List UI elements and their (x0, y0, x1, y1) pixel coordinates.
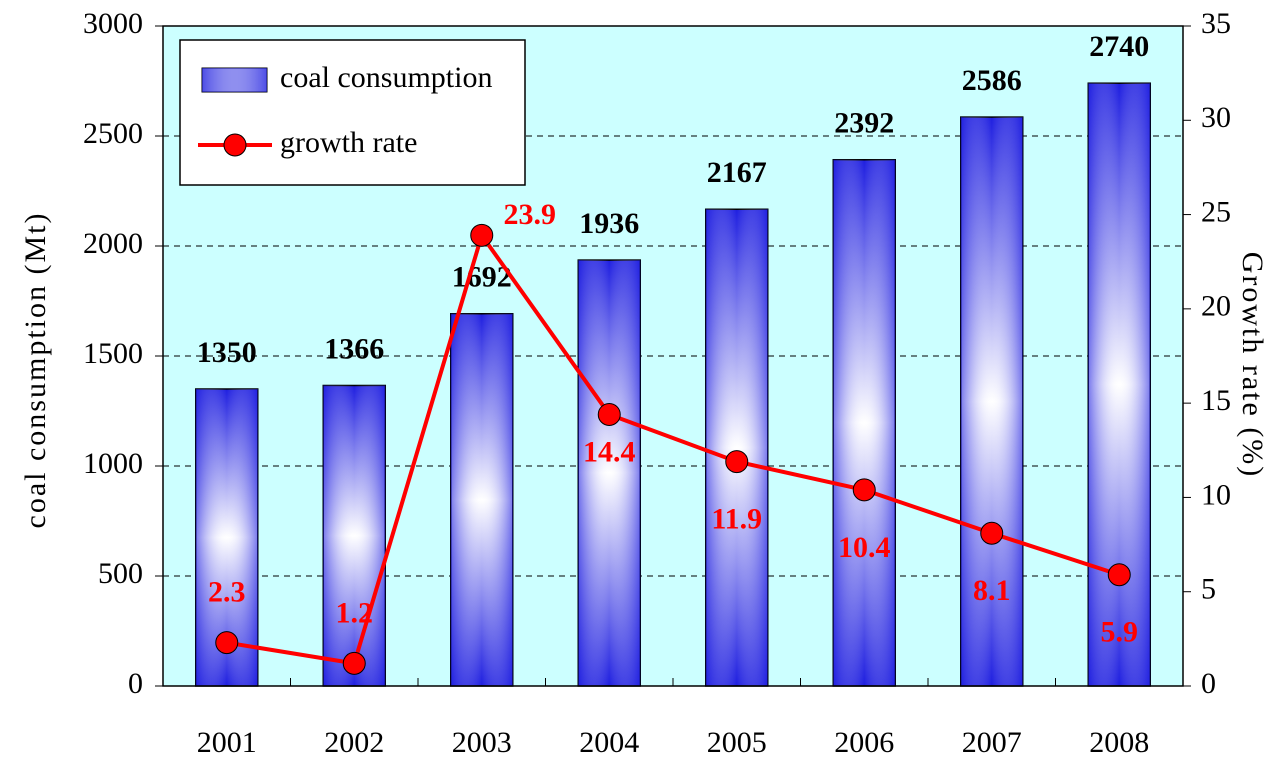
line (226, 230, 1120, 666)
bar-value-label: 1936 (579, 207, 639, 240)
line-value-label: 11.9 (711, 502, 762, 535)
y-tick-label: 0 (128, 667, 143, 700)
point (852, 478, 876, 502)
x-tick-label: 2005 (707, 726, 767, 759)
y-tick-label: 2500 (83, 117, 143, 150)
legend-swatch-fill (202, 68, 267, 92)
x-tick-label: 2003 (452, 726, 512, 759)
y2-tick-label: 15 (1201, 384, 1231, 417)
x-tick-label: 2004 (579, 726, 639, 759)
y-tick-label: 3000 (83, 7, 143, 40)
x-tick-label: 2002 (324, 726, 384, 759)
legend-label: growth rate (280, 126, 417, 159)
bar-value-label: 2586 (962, 64, 1022, 97)
x-tick-label: 2006 (834, 726, 894, 759)
line-value-label: 10.4 (838, 531, 891, 564)
bar-value-label: 2392 (834, 107, 894, 140)
legend-box (179, 39, 526, 186)
bar-shade (1088, 83, 1151, 686)
point (1107, 563, 1131, 587)
bar-shade (960, 117, 1023, 686)
y2-tick-label: 35 (1201, 7, 1231, 40)
point (980, 521, 1004, 545)
line-value-label: 14.4 (583, 435, 636, 468)
y-tick-label: 1500 (83, 337, 143, 370)
y-tick-label: 1000 (83, 447, 143, 480)
point (597, 402, 621, 426)
y2-tick-label: 0 (1201, 667, 1216, 700)
legend-marker (223, 133, 247, 157)
y2-tick-label: 20 (1201, 290, 1231, 323)
bar-shade (450, 313, 513, 686)
point (342, 651, 366, 675)
bar-shade (705, 209, 768, 686)
legend-label: coal consumption (280, 61, 492, 94)
point (215, 631, 239, 655)
y-tick-label: 500 (98, 557, 143, 590)
y-label-group: coal consumption (Mt) (19, 212, 52, 529)
y2-tick-label: 10 (1201, 478, 1231, 511)
bar-shade (833, 159, 896, 686)
x-tick-label: 2008 (1089, 726, 1149, 759)
line-value-label: 8.1 (973, 574, 1011, 607)
y2-axis-label: Growth rate (%) (1236, 252, 1269, 479)
bar-value-label: 1366 (324, 332, 384, 365)
line-value-label: 2.3 (208, 576, 246, 609)
x-tick-label: 2001 (197, 726, 257, 759)
point (470, 223, 494, 247)
bar-shade (578, 260, 641, 686)
bar-value-label: 1350 (197, 336, 257, 369)
x-tick-label: 2007 (962, 726, 1022, 759)
y2-tick-label: 5 (1201, 573, 1216, 606)
y2-tick-label: 25 (1201, 195, 1231, 228)
bar-value-label: 2740 (1089, 30, 1149, 63)
line-value-label: 5.9 (1101, 616, 1139, 649)
bar-shade (323, 385, 386, 686)
y-tick-label: 2000 (83, 227, 143, 260)
line-value-label: 23.9 (504, 198, 557, 231)
line-value-label: 1.2 (336, 596, 374, 629)
bar-value-label: 2167 (707, 156, 767, 189)
point (725, 450, 749, 474)
y2-tick-label: 30 (1201, 101, 1231, 134)
y-axis-label: coal consumption (Mt) (19, 212, 52, 529)
